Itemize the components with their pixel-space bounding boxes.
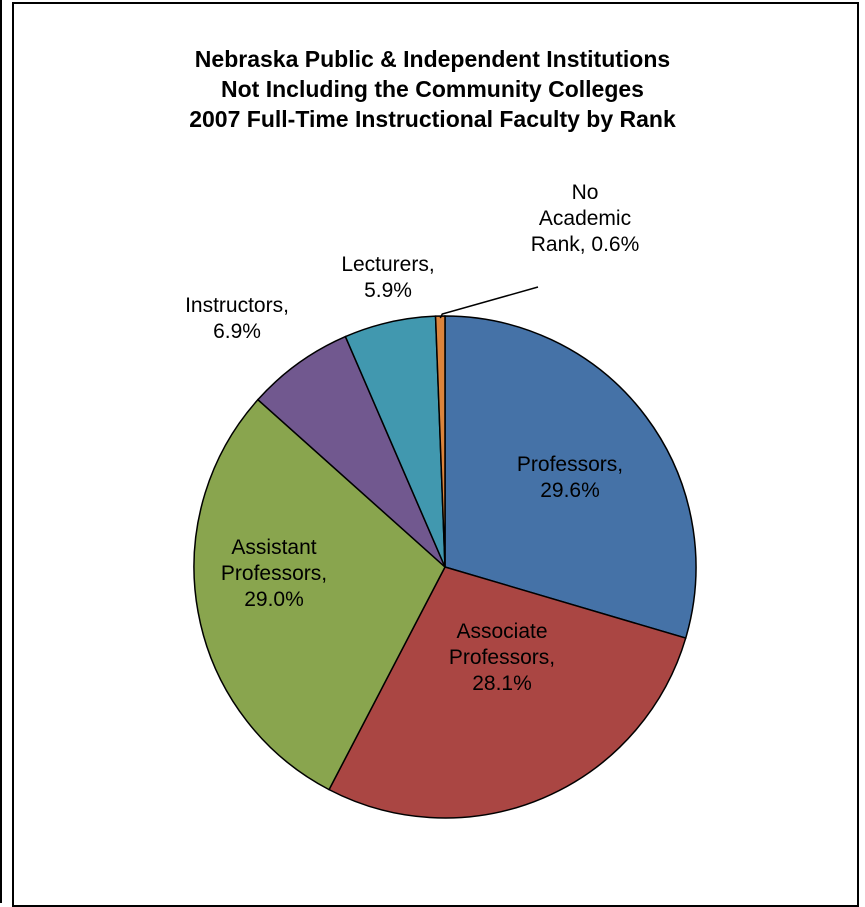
- pie-slice-2: [193, 398, 446, 791]
- chart-title-line-3: 2007 Full-Time Instructional Faculty by …: [189, 106, 676, 132]
- slice-label-5: No Academic Rank, 0.6%: [531, 181, 640, 256]
- slice-label-3: Instructors, 6.9%: [185, 294, 289, 343]
- slice-label-5-line-0: No: [572, 181, 599, 204]
- slice-label-3-line-0: Instructors,: [185, 294, 289, 317]
- leader-lines: [439, 286, 539, 319]
- slice-label-1: Associate Professors, 28.1%: [449, 620, 555, 695]
- pie-slice-5: [434, 315, 446, 568]
- chart-title: Nebraska Public & Independent Institutio…: [0, 44, 865, 134]
- slice-label-5-line-2: Rank, 0.6%: [531, 233, 640, 256]
- slice-label-4-line-1: 5.9%: [364, 279, 412, 302]
- pie-slice-3: [256, 335, 446, 568]
- slice-label-0: Professors, 29.6%: [517, 453, 623, 502]
- slice-label-0-line-1: 29.6%: [540, 479, 600, 502]
- pie-slices: [193, 315, 697, 819]
- slice-label-1-line-1: Professors,: [449, 646, 555, 669]
- slice-label-1-line-0: Associate: [456, 620, 547, 643]
- left-border-rule: [0, 0, 2, 903]
- slice-label-4: Lecturers, 5.9%: [341, 253, 434, 302]
- pie-slice-0: [444, 315, 697, 640]
- slice-label-3-line-1: 6.9%: [213, 320, 261, 343]
- slice-label-4-line-0: Lecturers,: [341, 253, 434, 276]
- slice-label-1-line-2: 28.1%: [472, 672, 532, 695]
- slice-label-2-line-1: Professors,: [221, 562, 327, 585]
- chart-title-line-2: Not Including the Community Colleges: [221, 76, 644, 102]
- slice-labels: Professors, 29.6% Associate Professors, 28.1…: [185, 181, 639, 695]
- pie-slice-1: [328, 566, 687, 819]
- slice-label-2-line-0: Assistant: [231, 536, 316, 559]
- slice-label-5-line-1: Academic: [539, 207, 631, 230]
- slice-label-2: Assistant Professors, 29.0%: [221, 536, 327, 611]
- slice-label-0-line-0: Professors,: [517, 453, 623, 476]
- chart-title-line-1: Nebraska Public & Independent Institutio…: [194, 46, 671, 72]
- slice-label-2-line-2: 29.0%: [244, 588, 304, 611]
- leader-line-5: [439, 286, 539, 319]
